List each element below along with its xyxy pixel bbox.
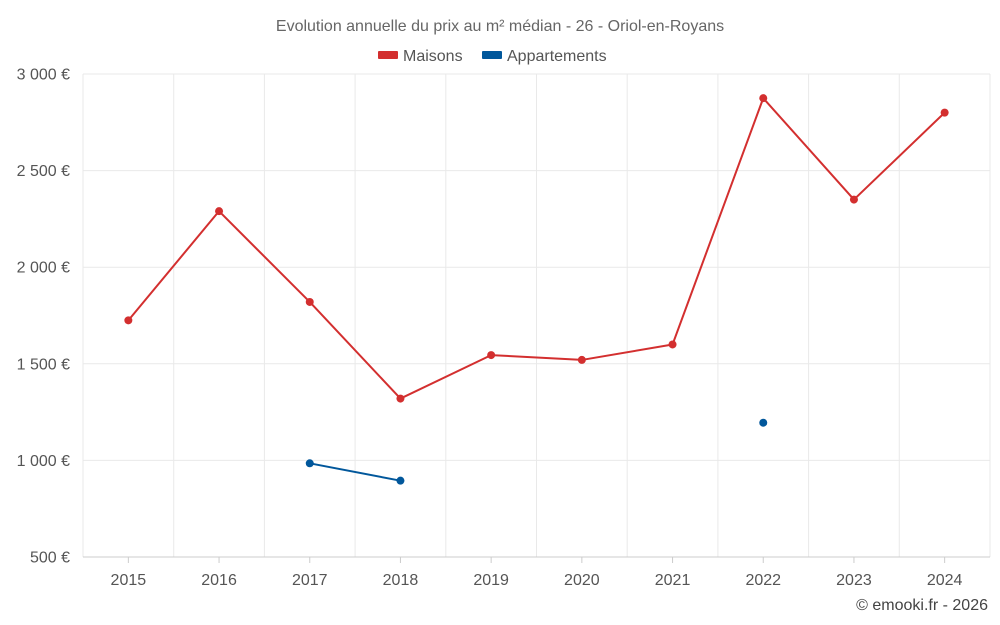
y-tick-label: 3 000 € xyxy=(17,67,70,84)
x-tick-label: 2017 xyxy=(292,572,328,589)
x-tick-label: 2024 xyxy=(927,572,963,589)
series-maisons xyxy=(124,94,949,403)
x-tick-label: 2020 xyxy=(564,572,600,589)
y-tick-label: 2 500 € xyxy=(17,163,70,180)
legend-swatch-maisons xyxy=(378,51,398,59)
chart-title: Evolution annuelle du prix au m² médian … xyxy=(276,18,724,35)
series-line-appartements xyxy=(308,462,402,482)
data-point-appartements-2022[interactable] xyxy=(759,418,768,427)
axes: 500 € 1 000 € 1 500 € 2 000 € 2 500 € 3 000 €… xyxy=(17,67,990,589)
series-appartements xyxy=(305,418,768,485)
x-tick-label: 2019 xyxy=(473,572,509,589)
legend-item-maisons[interactable]: Maisons xyxy=(378,48,463,65)
y-tick-label: 1 500 € xyxy=(17,356,70,373)
x-tick-label: 2015 xyxy=(111,572,147,589)
legend-label-maisons: Maisons xyxy=(403,48,463,65)
legend: Maisons Appartements xyxy=(378,48,607,65)
y-tick-label: 1 000 € xyxy=(17,453,70,470)
y-tick-label: 2 000 € xyxy=(17,260,70,277)
x-tick-label: 2022 xyxy=(745,572,781,589)
data-point-maisons-2022[interactable] xyxy=(759,94,768,103)
data-point-maisons-2024[interactable] xyxy=(940,108,949,117)
series xyxy=(124,94,949,485)
x-tick-label: 2016 xyxy=(201,572,237,589)
data-point-appartements-2018[interactable] xyxy=(396,476,405,485)
data-point-maisons-2019[interactable] xyxy=(487,351,496,360)
data-point-maisons-2021[interactable] xyxy=(668,340,677,349)
legend-swatch-appartements xyxy=(482,51,502,59)
data-point-maisons-2020[interactable] xyxy=(577,355,586,364)
credit-text: © emooki.fr - 2026 xyxy=(856,597,988,614)
data-point-maisons-2016[interactable] xyxy=(215,207,224,216)
data-point-maisons-2017[interactable] xyxy=(305,297,314,306)
series-line-maisons xyxy=(127,97,946,400)
grid xyxy=(82,73,991,557)
legend-label-appartements: Appartements xyxy=(507,48,607,65)
data-point-maisons-2015[interactable] xyxy=(124,316,133,325)
x-tick-label: 2023 xyxy=(836,572,872,589)
x-tick-label: 2021 xyxy=(655,572,691,589)
x-tick-label: 2018 xyxy=(383,572,419,589)
data-point-maisons-2023[interactable] xyxy=(849,195,858,204)
data-point-appartements-2017[interactable] xyxy=(305,459,314,468)
legend-item-appartements[interactable]: Appartements xyxy=(482,48,607,65)
data-point-maisons-2018[interactable] xyxy=(396,394,405,403)
y-tick-label: 500 € xyxy=(30,550,70,567)
